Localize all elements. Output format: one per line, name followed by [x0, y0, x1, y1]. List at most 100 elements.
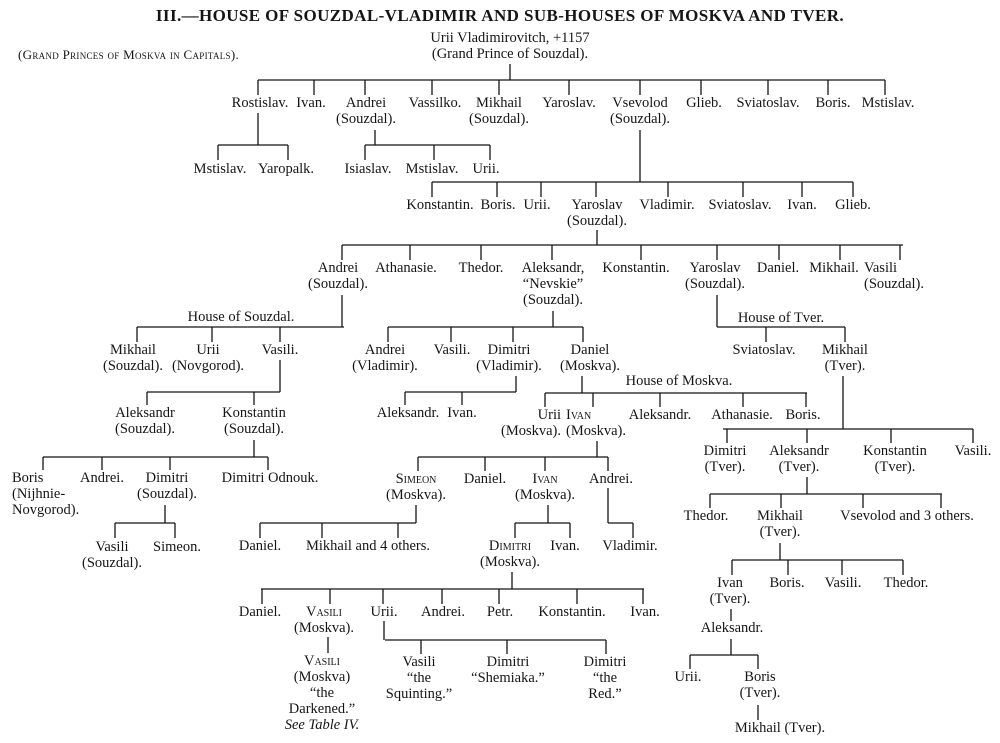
- person-name: Andrei.: [80, 470, 124, 486]
- person-name: Urii.: [523, 197, 551, 213]
- person-name: Aleksandr.: [628, 407, 692, 423]
- person-detail: (Moskva).: [559, 358, 621, 374]
- person-node: Aleksandr, “Nevskie” (Souzdal).: [522, 260, 585, 308]
- person-node: Urii.: [675, 669, 702, 685]
- person-name: Yaroslav.: [542, 95, 596, 111]
- person-node: Urii Vladimirovitch, +1157 (Grand Prince …: [430, 30, 589, 62]
- person-detail: (Souzdal).: [864, 276, 924, 292]
- person-name: Ivan.: [630, 604, 660, 620]
- person-name: Vasili: [864, 260, 898, 276]
- person-detail: (Moskva).: [500, 423, 561, 439]
- person-detail: (Souzdal).: [685, 276, 745, 292]
- person-detail: (Tver).: [824, 358, 866, 374]
- person-name: Dimitri: [145, 470, 189, 486]
- person-node: Vsevolod and 3 others.: [840, 508, 974, 524]
- person-node: Mikhail and 4 others.: [306, 538, 430, 554]
- person-node: Vasili “the Squinting.”: [386, 654, 452, 702]
- person-node: Urii.: [524, 197, 551, 213]
- person-name: Urii: [537, 407, 561, 423]
- person-name: Andrei.: [421, 604, 465, 620]
- person-node: Sviatoslav.: [736, 95, 799, 111]
- person-node: Isiaslav.: [345, 161, 392, 177]
- person-node: Mstislav.: [406, 161, 459, 177]
- person-name: Sviatoslav.: [736, 95, 800, 111]
- person-name: Sviatoslav.: [708, 197, 772, 213]
- person-node: Ivan (Tver).: [710, 575, 751, 607]
- person-name: Mikhail and 4 others.: [305, 538, 431, 554]
- person-node: Daniel (Moskva).: [560, 342, 620, 374]
- table-subtitle: (Grand Princes of Moskva in Capitals).: [18, 47, 240, 62]
- person-node: Boris.: [769, 575, 804, 591]
- person-node: Vladimir.: [602, 538, 657, 554]
- person-name: Yaropalk.: [257, 161, 315, 177]
- person-name: Urii Vladimirovitch, +1157: [430, 30, 590, 46]
- person-detail: (Tver).: [759, 524, 801, 540]
- person-node: Vasili.: [434, 342, 471, 358]
- person-node: Daniel.: [757, 260, 799, 276]
- person-node: Ivan.: [447, 405, 476, 421]
- person-name: Ivan: [717, 575, 743, 591]
- person-node: Konstantin.: [406, 197, 473, 213]
- person-node: Thedor.: [884, 575, 929, 591]
- person-name: Vladimir.: [602, 538, 658, 554]
- person-name: Vasili.: [261, 342, 299, 358]
- person-node: Mikhail (Tver).: [757, 508, 803, 540]
- person-node: Sviatoslav.: [732, 342, 795, 358]
- person-name: Vasili.: [433, 342, 471, 358]
- person-node: Ivan (Moskva).: [515, 471, 575, 503]
- person-name: Boris.: [815, 95, 851, 111]
- person-node: Ivan.: [296, 95, 325, 111]
- person-name: Mikhail (Tver).: [734, 720, 826, 736]
- person-detail: (Souzdal).: [336, 111, 396, 127]
- person-node: Andrei (Vladimir).: [352, 342, 418, 374]
- person-node: Aleksandr.: [701, 620, 763, 636]
- person-node: Urii (Novgorod).: [172, 342, 244, 374]
- person-detail: Red.”: [588, 686, 622, 702]
- person-node: Glieb.: [835, 197, 871, 213]
- person-name: Isiaslav.: [344, 161, 392, 177]
- person-node: Daniel.: [464, 471, 506, 487]
- person-node: Vasili.: [955, 443, 992, 459]
- person-detail: “the: [309, 685, 335, 701]
- person-name: Konstantin: [863, 443, 927, 459]
- person-name: Thedor.: [883, 575, 929, 591]
- person-name: Yaroslav: [689, 260, 741, 276]
- person-name: Ivan.: [550, 538, 580, 554]
- person-node: Mstislav.: [194, 161, 247, 177]
- person-name: Boris.: [785, 407, 821, 423]
- person-node: Ivan.: [787, 197, 816, 213]
- person-node: Aleksandr (Tver).: [769, 443, 829, 475]
- person-detail: (Grand Prince of Souzdal).: [431, 46, 589, 62]
- cross-reference-note: See Table IV.: [284, 717, 360, 733]
- person-name: Glieb.: [686, 95, 722, 111]
- person-node: Mikhail (Tver).: [735, 720, 825, 736]
- person-node: Vladimir.: [639, 197, 694, 213]
- person-detail: (Nijhnie-: [12, 486, 66, 502]
- person-node: Yaroslav.: [542, 95, 596, 111]
- person-name: Glieb.: [835, 197, 871, 213]
- person-node: Simeon.: [153, 539, 201, 555]
- person-node: Ivan.: [630, 604, 659, 620]
- person-name: Dimitri: [486, 654, 530, 670]
- person-detail: (Moskva).: [293, 620, 355, 636]
- person-name: Vasili: [402, 654, 436, 670]
- person-node: Konstantin.: [602, 260, 669, 276]
- person-name: Athanasie.: [375, 260, 437, 276]
- person-name: Petr.: [486, 604, 514, 620]
- person-name: Boris: [744, 669, 776, 685]
- person-detail: “the: [406, 670, 432, 686]
- person-node: Dimitri (Moskva).: [480, 538, 540, 570]
- person-detail: (Souzdal).: [567, 213, 627, 229]
- person-detail: (Moskva).: [566, 423, 627, 439]
- person-name: Boris.: [480, 197, 516, 213]
- person-detail: (Souzdal).: [82, 555, 142, 571]
- person-node: Mikhail (Souzdal).: [103, 342, 163, 374]
- person-name: Ivan.: [787, 197, 817, 213]
- person-name: Dimitri: [488, 538, 532, 554]
- person-node: Konstantin.: [538, 604, 605, 620]
- person-name: Athanasie.: [711, 407, 773, 423]
- person-node: Aleksandr.: [629, 407, 691, 423]
- person-node: Thedor.: [459, 260, 504, 276]
- person-node: Andrei (Souzdal).: [336, 95, 396, 127]
